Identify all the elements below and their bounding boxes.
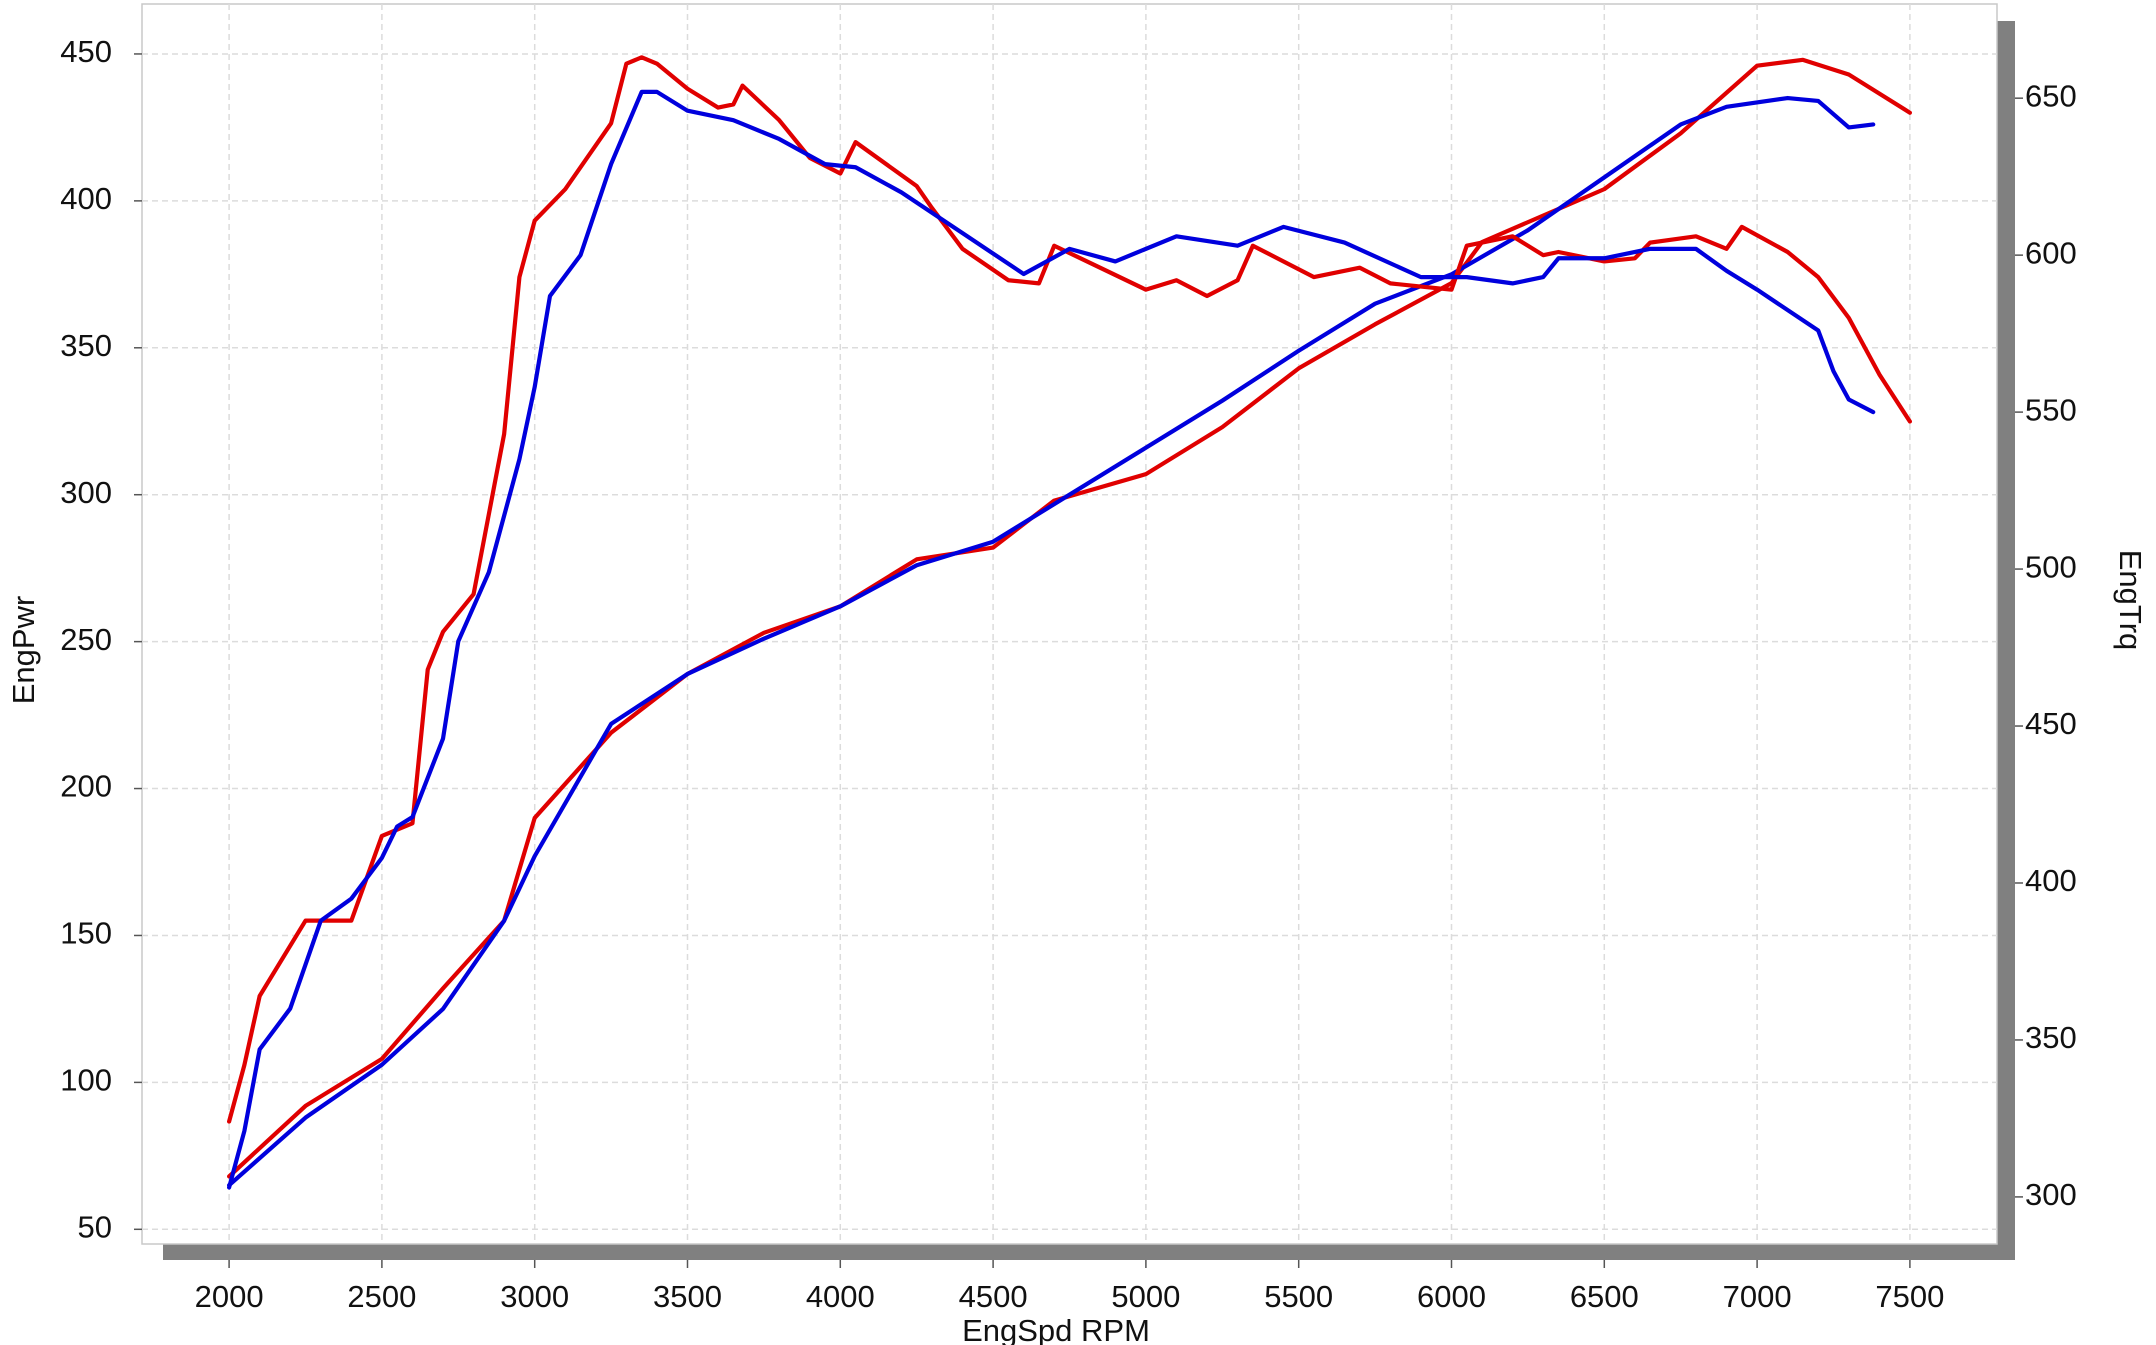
x-tick-label: 5000 xyxy=(1111,1279,1180,1314)
y2-tick-label: 300 xyxy=(2025,1177,2077,1212)
series-line xyxy=(226,55,1912,1124)
grid xyxy=(142,4,1997,1244)
y-tick-label: 150 xyxy=(60,916,112,951)
x-tick-label: 5500 xyxy=(1264,1279,1333,1314)
y-tick-label: 300 xyxy=(60,475,112,510)
frame-shadow xyxy=(1997,21,2015,1260)
y2-tick-label: 550 xyxy=(2025,392,2077,427)
x-tick-label: 6500 xyxy=(1570,1279,1639,1314)
lines xyxy=(226,55,1912,1190)
y-tick-label: 100 xyxy=(60,1063,112,1098)
series-line xyxy=(226,95,1876,1188)
frame-shadow xyxy=(163,1244,2015,1260)
x-tick-label: 3000 xyxy=(500,1279,569,1314)
y2-tick-label: 400 xyxy=(2025,863,2077,898)
x-tick-label: 3500 xyxy=(653,1279,722,1314)
y-tick-label: 200 xyxy=(60,769,112,804)
series-line xyxy=(226,89,1876,1190)
y-tick-label: 450 xyxy=(60,34,112,69)
x-tick-label: 4500 xyxy=(959,1279,1028,1314)
x-tick-label: 4000 xyxy=(806,1279,875,1314)
x-tick-label: 6000 xyxy=(1417,1279,1486,1314)
y-tick-label: 400 xyxy=(60,181,112,216)
y2-tick-label: 350 xyxy=(2025,1020,2077,1055)
y2-tick-label: 600 xyxy=(2025,235,2077,270)
y2-axis-title: EngTrq xyxy=(2113,550,2148,651)
y-tick-label: 250 xyxy=(60,622,112,657)
x-tick-label: 2500 xyxy=(347,1279,416,1314)
y2-tick-label: 500 xyxy=(2025,549,2077,584)
x-axis-title: EngSpd RPM xyxy=(962,1313,1150,1345)
y2-tick-label: 450 xyxy=(2025,706,2077,741)
y-tick-label: 50 xyxy=(78,1209,112,1244)
y2-tick-label: 650 xyxy=(2025,78,2077,113)
plot-area xyxy=(141,3,1998,1245)
y-tick-label: 350 xyxy=(60,328,112,363)
x-tick-label: 2000 xyxy=(195,1279,264,1314)
y-axis-title: EngPwr xyxy=(6,596,41,705)
x-tick-label: 7000 xyxy=(1723,1279,1792,1314)
x-tick-label: 7500 xyxy=(1875,1279,1944,1314)
